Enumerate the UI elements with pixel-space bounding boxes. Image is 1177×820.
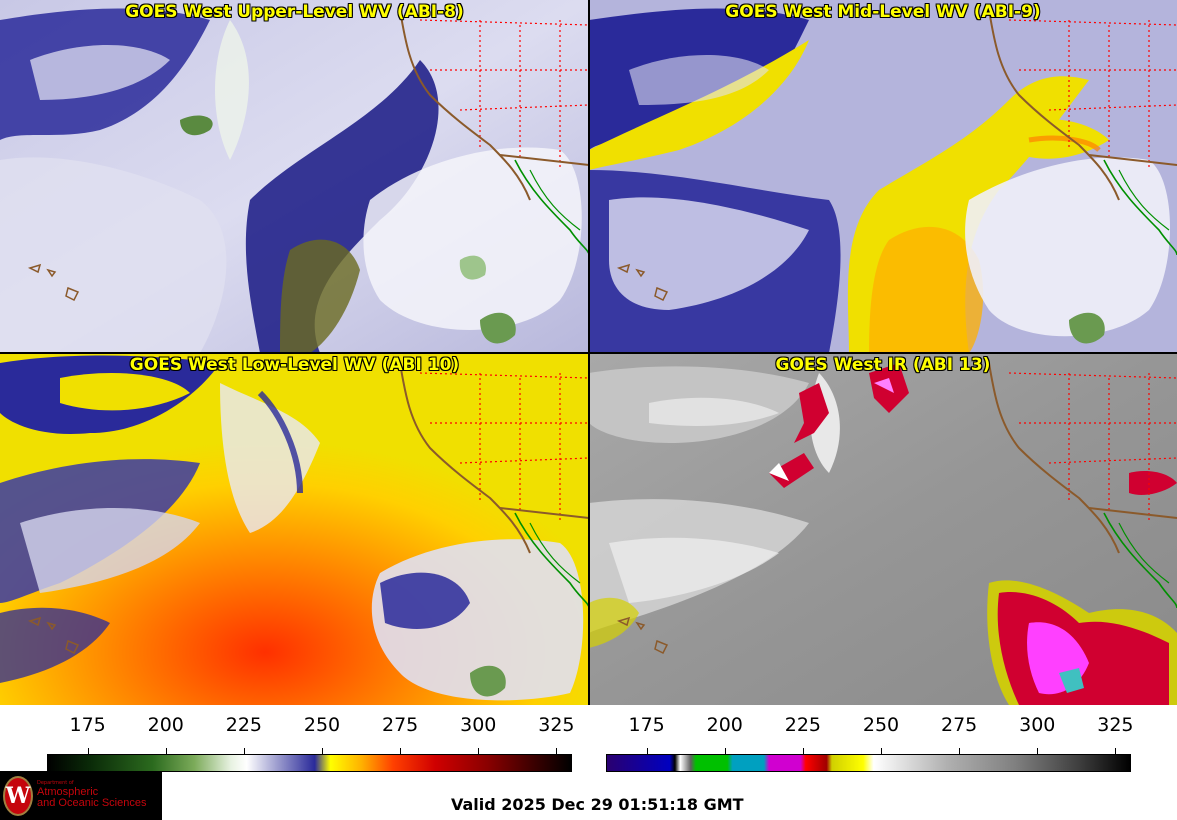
department-name: Department of Atmospheric and Oceanic Sc… bbox=[37, 781, 146, 809]
infrared-colorbar-ticks: 175 200 225 250 275 300 325 bbox=[606, 714, 1134, 736]
colorbar-tick-mark bbox=[1115, 748, 1117, 754]
colorbar-tick-mark bbox=[724, 748, 726, 754]
colorbar-tick-label: 325 bbox=[1097, 714, 1134, 736]
colorbar-tick-label: 175 bbox=[628, 714, 665, 736]
colorbar-tick-label: 225 bbox=[225, 714, 263, 736]
department-line-1: Atmospheric bbox=[37, 785, 99, 798]
infrared-colorbar-gradient bbox=[606, 754, 1131, 772]
colorbar-tick-label: 200 bbox=[706, 714, 743, 736]
colorbar-tick-label: 200 bbox=[147, 714, 184, 736]
colorbar-tick-mark bbox=[322, 748, 323, 754]
infrared-colorbar: 175 200 225 250 275 300 325 bbox=[606, 714, 1134, 774]
panel-mid-level-wv: GOES West Mid-Level WV (ABI-9) bbox=[589, 0, 1177, 353]
mid-level-wv-image bbox=[589, 0, 1177, 353]
colorbar-tick-mark bbox=[959, 748, 961, 754]
panel-upper-level-wv: GOES West Upper-Level WV (ABI-8) bbox=[0, 0, 589, 353]
colorbar-tick-label: 225 bbox=[784, 714, 822, 736]
colorbar-tick-mark bbox=[478, 748, 480, 754]
colorbar-tick-label: 300 bbox=[1019, 714, 1056, 736]
colorbar-tick-mark bbox=[400, 748, 402, 754]
department-small-label: Department of bbox=[37, 780, 74, 787]
colorbar-tick-mark bbox=[165, 748, 167, 754]
infrared-image bbox=[589, 353, 1177, 705]
water-vapor-colorbar: 175 200 225 250 275 300 325 bbox=[47, 714, 575, 774]
colorbar-tick-label: 275 bbox=[381, 714, 419, 736]
colorbar-tick-mark bbox=[646, 748, 648, 754]
panel-divider-horizontal bbox=[0, 352, 1177, 354]
valid-timestamp: Valid 2025 Dec 29 01:51:18 GMT bbox=[451, 795, 744, 814]
colorbar-tick-mark bbox=[87, 748, 89, 754]
colorbar-tick-label: 250 bbox=[862, 714, 900, 736]
panel-infrared: GOES West IR (ABI 13) bbox=[589, 353, 1177, 705]
low-level-wv-image bbox=[0, 353, 589, 705]
colorbar-tick-label: 250 bbox=[303, 714, 341, 736]
colorbar-tick-mark bbox=[881, 748, 882, 754]
colorbar-tick-label: 325 bbox=[538, 714, 575, 736]
colorbar-tick-mark bbox=[243, 748, 245, 754]
colorbar-tick-mark bbox=[1037, 748, 1039, 754]
university-seal-icon: W bbox=[3, 775, 33, 816]
upper-level-wv-image bbox=[0, 0, 589, 353]
colorbar-tick-mark bbox=[802, 748, 804, 754]
colorbar-tick-mark bbox=[556, 748, 558, 754]
water-vapor-colorbar-gradient bbox=[47, 754, 572, 772]
department-line-2: and Oceanic Sciences bbox=[37, 797, 147, 810]
colorbar-tick-label: 175 bbox=[69, 714, 106, 736]
panel-low-level-wv: GOES West Low-Level WV (ABI 10) bbox=[0, 353, 589, 705]
uw-aos-logo[interactable]: W Department of Atmospheric and Oceanic … bbox=[0, 771, 162, 820]
colorbar-tick-label: 300 bbox=[460, 714, 497, 736]
colorbar-tick-label: 275 bbox=[940, 714, 978, 736]
water-vapor-colorbar-ticks: 175 200 225 250 275 300 325 bbox=[47, 714, 575, 736]
